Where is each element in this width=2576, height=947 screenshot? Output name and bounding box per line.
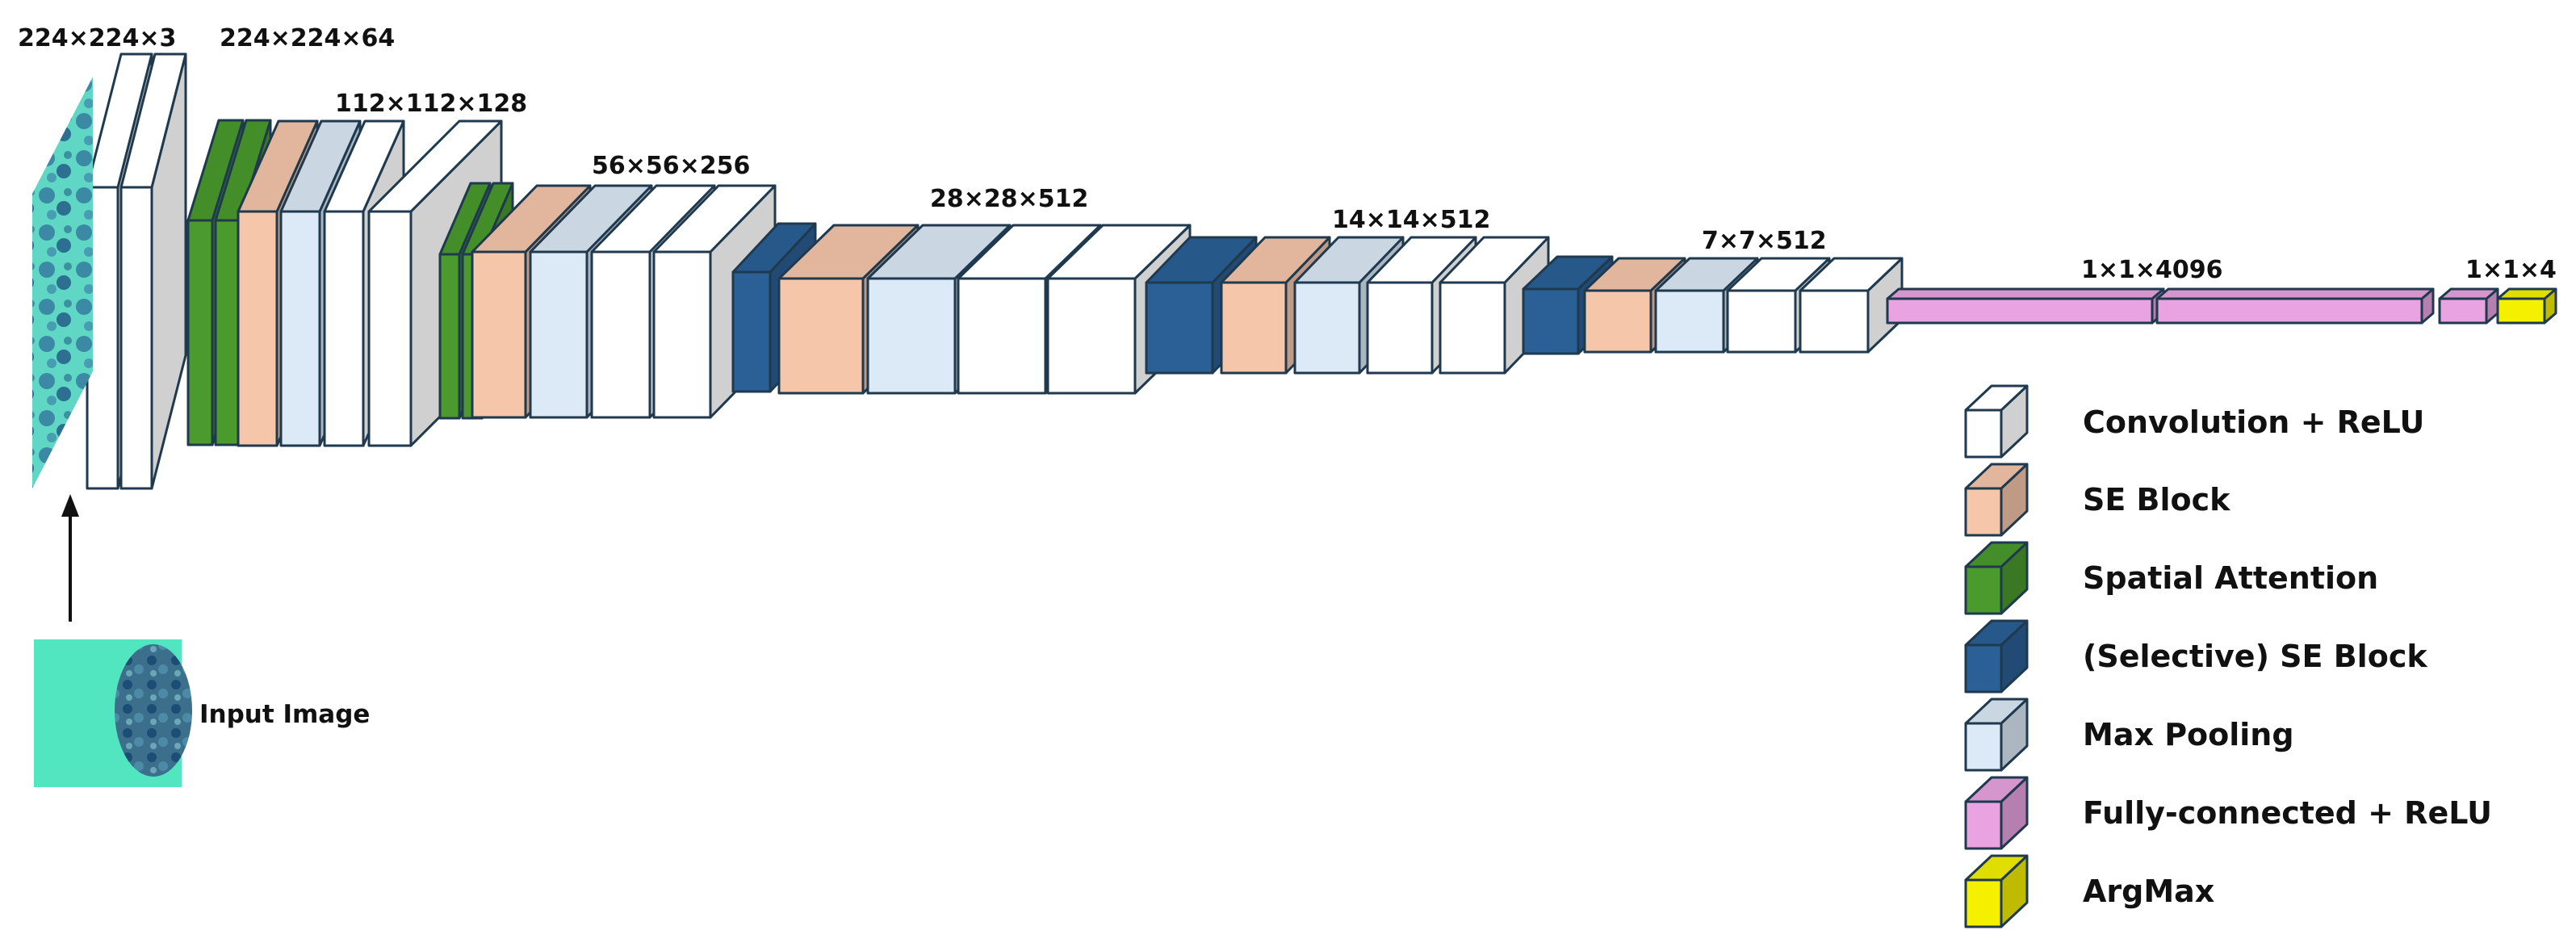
input-image-label: Input Image <box>199 700 370 729</box>
legend-swatch-spatial <box>1964 541 2029 615</box>
dimension-label: 28×28×512 <box>930 185 1088 213</box>
legend-label-se: SE Block <box>2083 482 2230 517</box>
dimension-label: 1×1×4096 <box>2081 256 2223 284</box>
legend-swatch-conv <box>1964 384 2029 459</box>
legend-label-argmax: ArgMax <box>2083 874 2214 909</box>
dimension-label: 224×224×64 <box>220 24 395 52</box>
input-image-thumbnail <box>34 639 192 787</box>
legend-swatch-selective-se <box>1964 619 2029 693</box>
dimension-label: 14×14×512 <box>1332 206 1490 234</box>
dimension-label: 56×56×256 <box>592 152 750 180</box>
legend-swatches <box>1964 384 2029 928</box>
legend: Convolution + ReLU SE Block Spatial Atte… <box>1964 384 2492 928</box>
network-blocks <box>86 52 2557 490</box>
argmax-block <box>2496 287 2557 325</box>
legend-label-spatial: Spatial Attention <box>2083 560 2378 596</box>
dimension-label: 224×224×3 <box>18 24 176 52</box>
legend-swatch-pool <box>1964 698 2029 772</box>
legend-swatch-se <box>1964 463 2029 537</box>
fully-connected-block <box>1886 287 2165 325</box>
dimension-label: 1×1×4 <box>2465 256 2557 284</box>
conv-block <box>119 52 187 490</box>
legend-label-conv: Convolution + ReLU <box>2083 404 2424 440</box>
fully-connected-block <box>2155 287 2435 325</box>
fully-connected-block <box>2438 287 2499 325</box>
legend-swatch-argmax <box>1964 854 2029 928</box>
legend-label-selective-se: (Selective) SE Block <box>2083 639 2427 674</box>
input-image-slab <box>32 77 93 488</box>
legend-swatch-fc <box>1964 776 2029 850</box>
legend-label-fc: Fully-connected + ReLU <box>2083 795 2492 831</box>
legend-label-pool: Max Pooling <box>2083 717 2294 752</box>
input-arrow <box>61 494 79 622</box>
conv-block <box>1799 257 1904 354</box>
dimension-label: 112×112×128 <box>335 90 527 118</box>
dimension-label: 7×7×512 <box>1702 227 1827 255</box>
